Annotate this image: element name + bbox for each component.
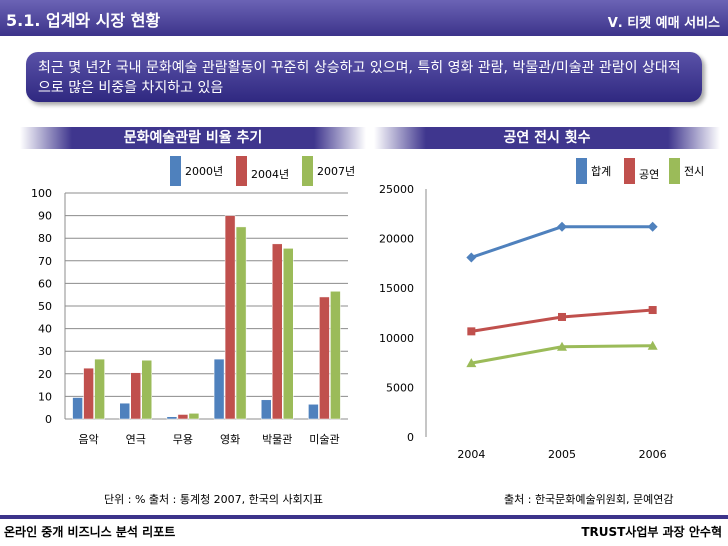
legend-swatch bbox=[302, 156, 313, 186]
legend-swatch bbox=[669, 158, 680, 184]
y-tick-label: 80 bbox=[38, 232, 52, 245]
y-tick-label: 25000 bbox=[379, 183, 414, 196]
bar bbox=[141, 359, 152, 420]
bar bbox=[272, 243, 283, 420]
legend-label: 2007년 bbox=[317, 165, 355, 178]
data-point bbox=[647, 340, 658, 350]
bar bbox=[188, 413, 200, 420]
bar bbox=[166, 416, 178, 420]
line-chart: 0 5000 10000 15000 20000 25000 2004 2005 2006 합계 공… bbox=[379, 158, 704, 461]
y-tick-label: 0 bbox=[407, 431, 414, 444]
footer-divider bbox=[0, 515, 728, 519]
data-point bbox=[557, 341, 567, 351]
bar bbox=[130, 372, 141, 420]
data-point bbox=[466, 358, 477, 368]
x-tick-label: 무용 bbox=[173, 433, 193, 446]
legend-label: 합계 bbox=[591, 165, 611, 178]
y-tick-label: 5000 bbox=[386, 381, 414, 394]
y-tick-label: 90 bbox=[38, 210, 52, 223]
legend-swatch bbox=[576, 158, 587, 184]
data-point bbox=[558, 312, 566, 321]
bar bbox=[119, 402, 130, 420]
summary-text: 최근 몇 년간 국내 문화예술 관람활동이 꾸준히 상승하고 있으며, 특히 영… bbox=[38, 60, 681, 96]
data-point bbox=[557, 221, 567, 232]
bar bbox=[72, 397, 83, 420]
bar-chart: 0 10 20 30 40 50 60 70 80 90 100 음악 연극 무용 영화 박물관 미술관 2000… bbox=[31, 156, 355, 446]
legend-swatch bbox=[170, 156, 181, 186]
bar bbox=[308, 404, 319, 420]
x-tick-label: 2004 bbox=[457, 448, 485, 461]
bar bbox=[319, 296, 330, 420]
legend-swatch bbox=[236, 156, 247, 186]
x-tick-label: 영화 bbox=[220, 433, 240, 446]
y-tick-label: 100 bbox=[31, 187, 52, 200]
line-chart-source: 출처 : 한국문화예술위원회, 문예연감 bbox=[504, 493, 674, 506]
bar bbox=[224, 215, 236, 420]
bar-chart-source: 단위 : % 출처 : 통계청 2007, 한국의 사회지표 bbox=[104, 493, 324, 506]
section-title: Ⅴ. 티켓 예매 서비스 bbox=[607, 16, 720, 31]
bar bbox=[83, 367, 94, 420]
bar bbox=[177, 414, 189, 420]
line-chart-title: 공연 전시 횟수 bbox=[374, 127, 720, 149]
y-tick-label: 10000 bbox=[379, 332, 414, 345]
y-tick-label: 30 bbox=[38, 345, 52, 358]
data-point bbox=[467, 327, 476, 336]
data-point bbox=[466, 252, 477, 263]
legend-label: 전시 bbox=[684, 165, 704, 178]
y-tick-label: 70 bbox=[38, 255, 52, 268]
legend-label: 공연 bbox=[639, 168, 659, 181]
x-tick-label: 박물관 bbox=[262, 433, 292, 446]
x-tick-label: 미술관 bbox=[309, 433, 339, 446]
y-tick-label: 20 bbox=[38, 368, 52, 381]
data-point bbox=[648, 306, 657, 315]
y-tick-label: 60 bbox=[38, 277, 52, 290]
bar bbox=[94, 358, 105, 420]
footer-report-title: 온라인 중개 비즈니스 분석 리포트 bbox=[4, 525, 176, 539]
bar bbox=[261, 399, 272, 420]
y-tick-label: 10 bbox=[38, 390, 52, 403]
x-tick-label: 연극 bbox=[126, 433, 146, 446]
y-tick-label: 0 bbox=[45, 413, 52, 426]
summary-box: 최근 몇 년간 국내 문화예술 관람활동이 꾸준히 상승하고 있으며, 특히 영… bbox=[26, 52, 702, 102]
x-tick-label: 음악 bbox=[78, 433, 98, 446]
bar bbox=[235, 226, 247, 420]
data-point bbox=[647, 221, 658, 232]
x-tick-label: 2005 bbox=[548, 448, 576, 461]
legend-swatch bbox=[624, 158, 635, 184]
y-tick-label: 40 bbox=[38, 323, 52, 336]
bar bbox=[213, 358, 225, 420]
x-tick-label: 2006 bbox=[639, 448, 667, 461]
y-tick-label: 20000 bbox=[379, 233, 414, 246]
page-title: 5.1. 업계와 시장 현황 bbox=[6, 11, 161, 30]
y-tick-label: 15000 bbox=[379, 282, 414, 295]
legend-label: 2000년 bbox=[185, 165, 223, 178]
header-bar: 5.1. 업계와 시장 현황 Ⅴ. 티켓 예매 서비스 bbox=[0, 0, 728, 36]
y-tick-label: 50 bbox=[38, 300, 52, 313]
bar-chart-title: 문화예술관람 비율 추기 bbox=[20, 127, 366, 149]
footer-author: TRUST사업부 과장 안수혁 bbox=[581, 525, 722, 539]
legend-label: 2004년 bbox=[251, 168, 289, 181]
bar bbox=[283, 248, 294, 420]
bar bbox=[330, 291, 341, 420]
